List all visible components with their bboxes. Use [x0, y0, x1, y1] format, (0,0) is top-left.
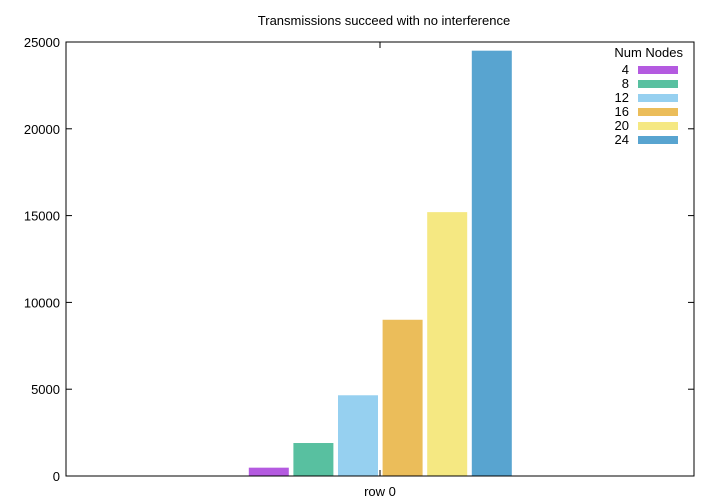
legend-label: 8 [622, 76, 629, 91]
bar-4-nodes [248, 467, 289, 476]
bar-24-nodes [471, 50, 512, 477]
legend-swatch [638, 80, 678, 88]
legend-swatch [638, 108, 678, 116]
legend-label: 12 [615, 90, 629, 105]
legend-label: 16 [615, 104, 629, 119]
y-tick-label: 25000 [24, 35, 60, 50]
plot-frame [65, 41, 695, 477]
bars [248, 50, 512, 477]
y-axis: 0 5000 10000 15000 20000 25000 [24, 35, 694, 484]
legend-title: Num Nodes [614, 45, 683, 60]
legend-swatch [638, 136, 678, 144]
legend-swatch [638, 94, 678, 102]
y-tick-label: 15000 [24, 209, 60, 224]
y-tick-label: 20000 [24, 122, 60, 137]
y-tick-label: 0 [53, 469, 60, 484]
legend-swatch [638, 66, 678, 74]
y-tick-label: 5000 [31, 382, 60, 397]
bar-16-nodes [382, 319, 423, 476]
y-tick-label: 10000 [24, 295, 60, 310]
bar-12-nodes [338, 395, 378, 476]
chart-title: Transmissions succeed with no interferen… [258, 13, 510, 28]
x-tick-label: row 0 [364, 484, 396, 499]
x-axis: row 0 [364, 42, 396, 499]
bar-20-nodes [427, 212, 468, 477]
legend-label: 4 [622, 62, 629, 77]
legend-swatch [638, 122, 678, 130]
bar-8-nodes [293, 443, 334, 476]
legend-label: 24 [615, 132, 629, 147]
legend-label: 20 [615, 118, 629, 133]
